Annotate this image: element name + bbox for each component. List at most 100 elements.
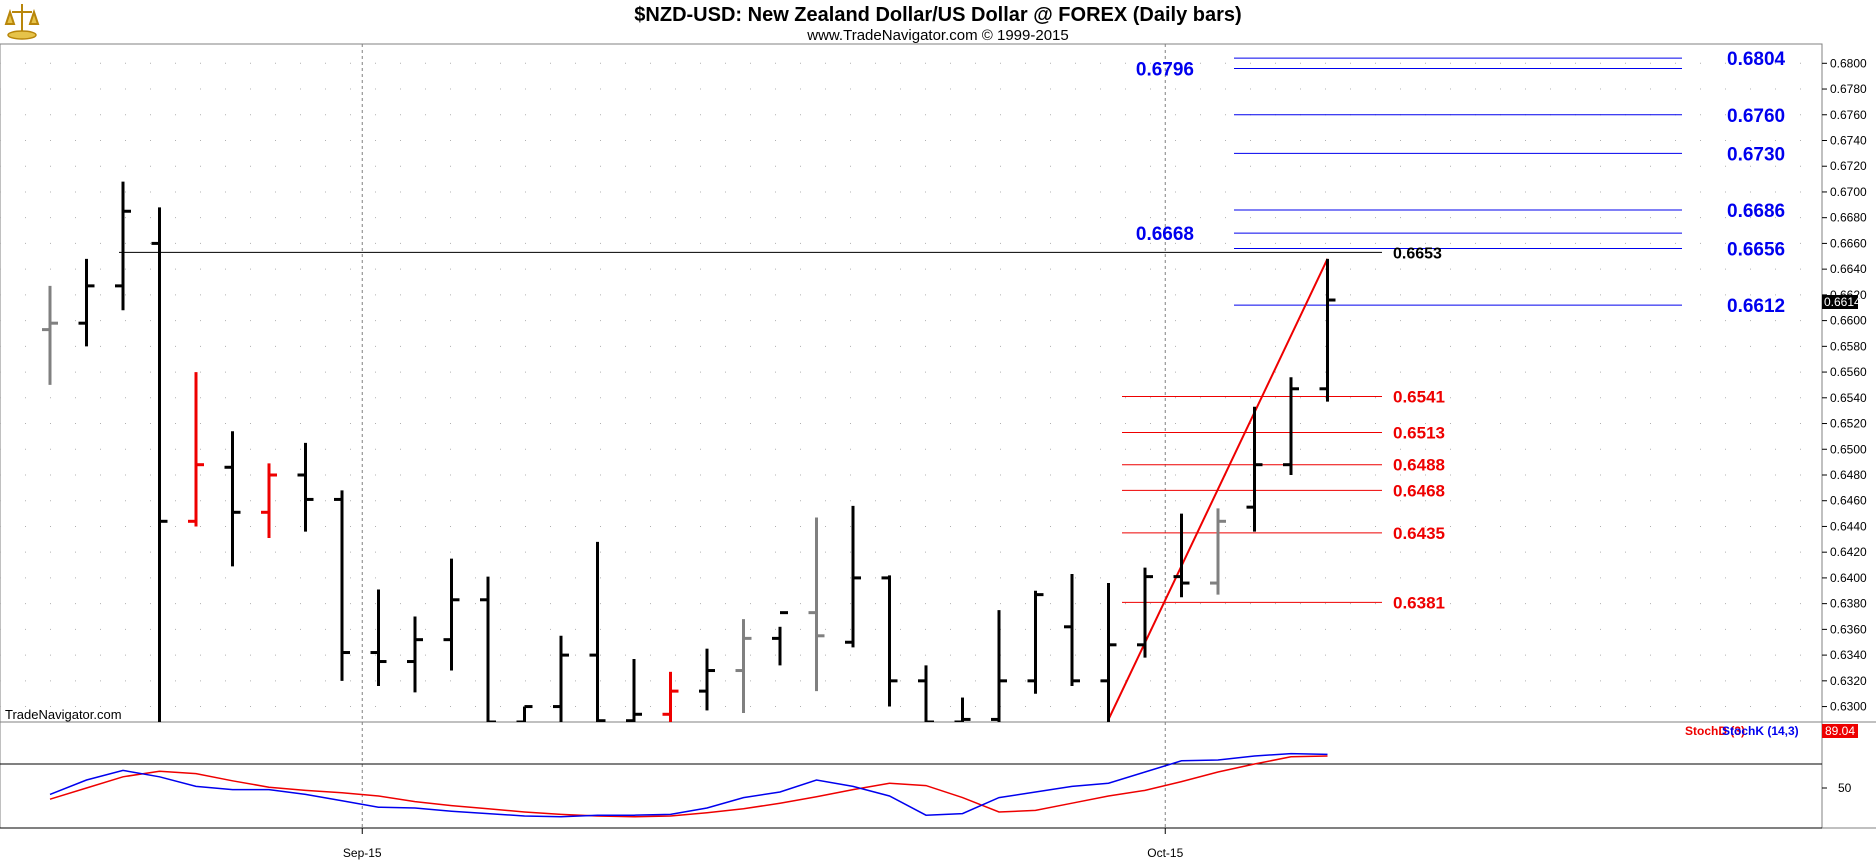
- y-tick-label: 0.6400: [1830, 571, 1867, 585]
- ohlc-bar: [918, 665, 934, 722]
- last-price-value: 0.6614: [1824, 295, 1861, 309]
- ohlc-bar: [1100, 583, 1117, 722]
- y-tick-label: 0.6720: [1830, 159, 1867, 173]
- time-axis: Sep-15 Oct-15: [343, 828, 1184, 860]
- level-label: 0.6612: [1727, 296, 1785, 317]
- trade-navigator-watermark: TradeNavigator.com: [5, 707, 122, 722]
- stochk-line: [49, 752, 1328, 818]
- ohlc-bar: [954, 697, 971, 722]
- ohlc-bar: [1246, 406, 1263, 532]
- ohlc-bar: [589, 541, 606, 722]
- price-panel-frame: [0, 43, 1823, 723]
- y-tick-label: 0.6560: [1830, 365, 1867, 379]
- ohlc-bar: [443, 558, 460, 671]
- chart-title: $NZD-USD: New Zealand Dollar/US Dollar @…: [634, 4, 1241, 26]
- stoch-tick-label: 50: [1838, 781, 1852, 795]
- ohlc-bar: [772, 611, 788, 666]
- legend-stochd: StochD (3): [1685, 724, 1745, 738]
- level-label: 0.6541: [1393, 388, 1445, 407]
- trend-line: [1107, 258, 1329, 720]
- ohlc-bar: [881, 575, 898, 707]
- stochastic-legend: StochD (3) StochK (14,3) 89.04: [1685, 724, 1858, 738]
- stoch-current-value: 89.04: [1825, 724, 1855, 738]
- level-label: 0.6668: [1136, 224, 1194, 245]
- level-label: 0.6381: [1393, 593, 1445, 612]
- x-tick-label: Sep-15: [343, 846, 382, 860]
- level-label: 0.6760: [1727, 106, 1785, 127]
- level-label: 0.6488: [1393, 456, 1445, 475]
- y-tick-label: 0.6500: [1830, 442, 1867, 456]
- ohlc-bar: [1064, 574, 1080, 686]
- stochastic-panel-frame: [0, 721, 1823, 829]
- ohlc-bar: [151, 207, 168, 722]
- price-axis: 0.6800 0.6780 0.6760 0.6740 0.6720 0.6700 0.66…: [1822, 56, 1867, 714]
- ohlc-bar: [78, 258, 95, 347]
- horizontal-level-lines: 0.6804 0.6796 0.6760 0.6730 0.6686 0.6668 0.66…: [119, 49, 1786, 612]
- ohlc-bar: [735, 619, 752, 713]
- y-tick-label: 0.6700: [1830, 185, 1867, 199]
- ohlc-bar: [370, 589, 387, 686]
- legend-stochk: StochK (14,3): [1722, 724, 1799, 738]
- y-tick-label: 0.6540: [1830, 391, 1867, 405]
- ohlc-bar: [334, 490, 350, 681]
- level-label: 0.6804: [1727, 49, 1786, 70]
- y-tick-label: 0.6300: [1830, 700, 1867, 714]
- chart-header: $NZD-USD: New Zealand Dollar/US Dollar @…: [4, 2, 1242, 44]
- y-tick-label: 0.6580: [1830, 339, 1867, 353]
- ohlc-bar: [297, 442, 314, 532]
- ohlc-bar: [1210, 508, 1226, 595]
- stoch-value-badge: [1822, 724, 1858, 738]
- y-tick-label: 0.6800: [1830, 56, 1867, 70]
- y-tick-label: 0.6640: [1830, 262, 1867, 276]
- level-label: 0.6435: [1393, 524, 1445, 543]
- ohlc-bar: [480, 576, 496, 722]
- y-tick-label: 0.6360: [1830, 622, 1867, 636]
- stochd-line: [49, 755, 1328, 818]
- ohlc-bar: [42, 285, 58, 385]
- level-label: 0.6513: [1393, 424, 1445, 443]
- last-price-badge: 0.6614: [1822, 295, 1861, 309]
- stochastic-oscillator: 50: [0, 752, 1852, 829]
- y-tick-label: 0.6780: [1830, 82, 1867, 96]
- level-label: 0.6656: [1727, 240, 1785, 261]
- level-label: 0.6796: [1136, 59, 1194, 80]
- ohlc-bar: [808, 517, 825, 692]
- ohlc-bar: [699, 648, 715, 711]
- y-tick-label: 0.6440: [1830, 519, 1867, 533]
- ohlc-bar: [626, 658, 642, 722]
- ohlc-bar: [188, 372, 204, 527]
- ohlc-bar: [1027, 590, 1044, 694]
- y-tick-label: 0.6740: [1830, 133, 1867, 147]
- level-label: 0.6730: [1727, 144, 1785, 165]
- ohlc-bar: [1137, 567, 1153, 658]
- y-tick-label: 0.6520: [1830, 417, 1867, 431]
- ohlc-bar: [1173, 513, 1190, 598]
- level-label: 0.6468: [1393, 481, 1445, 500]
- y-tick-label: 0.6600: [1830, 314, 1867, 328]
- ohlc-bars: [42, 181, 1336, 722]
- ohlc-bar: [1283, 377, 1299, 475]
- x-tick-label: Oct-15: [1147, 846, 1183, 860]
- ohlc-bar: [115, 181, 131, 311]
- y-tick-label: 0.6340: [1830, 648, 1867, 662]
- chart-subtitle: www.TradeNavigator.com © 1999-2015: [806, 27, 1068, 44]
- y-tick-label: 0.6460: [1830, 494, 1867, 508]
- y-tick-label: 0.6320: [1830, 674, 1867, 688]
- ohlc-bar: [845, 505, 861, 648]
- ohlc-bar: [516, 705, 533, 722]
- ohlc-bar: [224, 431, 241, 567]
- y-tick-label: 0.6680: [1830, 211, 1867, 225]
- y-tick-label: 0.6760: [1830, 108, 1867, 122]
- ohlc-bar: [662, 671, 679, 722]
- month-divider-lines: [361, 44, 1166, 828]
- y-tick-label: 0.6420: [1830, 545, 1867, 559]
- level-label: 0.6686: [1727, 201, 1785, 222]
- y-tick-label: 0.6660: [1830, 236, 1867, 250]
- dotted-grid: [0, 62, 1822, 708]
- trade-navigator-logo-icon: [4, 2, 40, 40]
- y-tick-label: 0.6480: [1830, 468, 1867, 482]
- ohlc-bar: [1319, 258, 1336, 402]
- ohlc-bar: [991, 610, 1007, 722]
- ohlc-bar: [407, 616, 423, 693]
